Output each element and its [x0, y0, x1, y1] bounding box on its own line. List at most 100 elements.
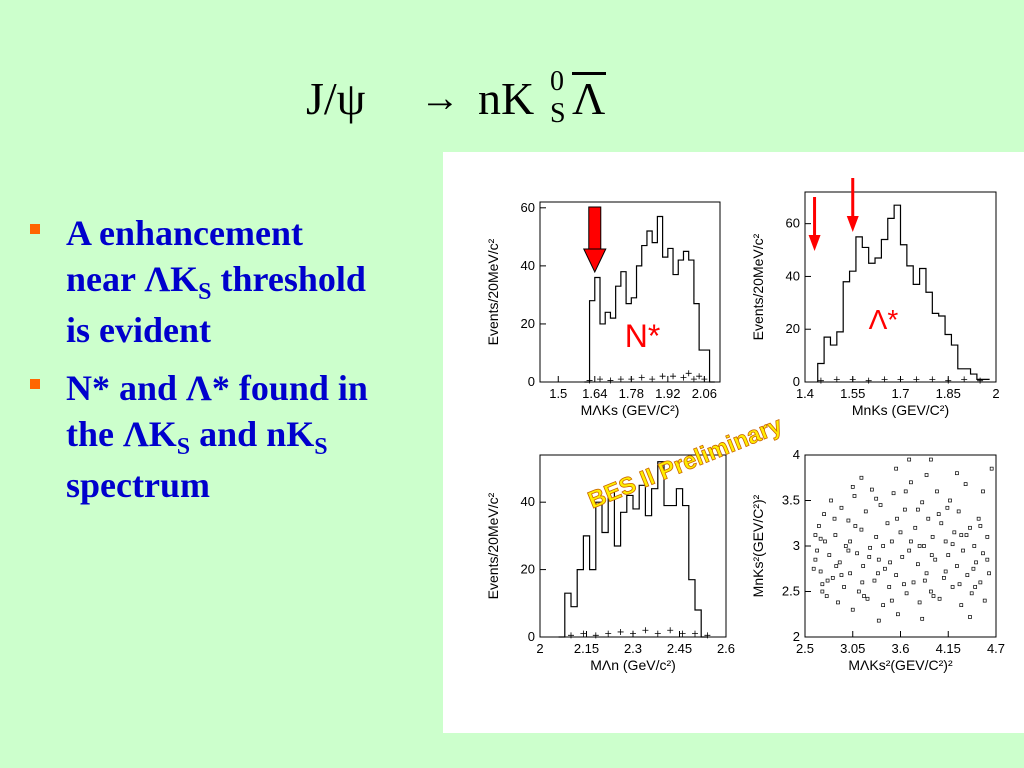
x-axis-label: MΛKs²(GEV/C²)²	[848, 657, 953, 673]
scatter-point	[836, 600, 840, 605]
scatter-point	[974, 560, 978, 565]
scatter-point	[963, 482, 968, 486]
scatter-point	[823, 539, 827, 544]
scatter-point	[837, 560, 842, 565]
scatter-point	[870, 487, 874, 492]
annotation-arrow-head	[808, 235, 821, 251]
scatter-point	[852, 494, 857, 498]
scatter-point	[907, 457, 912, 462]
background-point	[638, 374, 645, 381]
figure-panel: 1.5 1.64 1.78 1.92 2.06 0 20 40 60 MΛKs (GEV/C²) E…	[443, 152, 1024, 733]
scatter-point	[904, 591, 909, 596]
x-tick-label: 2	[536, 641, 543, 656]
x-tick-label: 1.78	[619, 386, 644, 401]
title-overbar	[572, 72, 606, 75]
scatter-point	[929, 589, 933, 594]
title-rhs-sup: 0	[550, 66, 564, 97]
scatter-point	[865, 596, 870, 601]
scatter-point	[903, 489, 908, 494]
scatter-point	[930, 535, 935, 539]
scatter-point	[900, 555, 905, 559]
scatter-point	[888, 560, 892, 565]
scatter-point	[955, 471, 959, 476]
scatter-point	[889, 598, 894, 603]
x-tick-label: 3.6	[891, 641, 909, 656]
scatter-point	[868, 545, 872, 550]
background-point	[568, 632, 574, 639]
x-tick-label: 2.45	[667, 641, 692, 656]
y-tick-label: 40	[521, 258, 535, 273]
scatter-point	[824, 594, 829, 598]
scatter-point	[924, 473, 929, 477]
scatter-point	[982, 598, 987, 603]
x-tick-label: 4.15	[936, 641, 961, 656]
background-point	[592, 632, 599, 639]
scatter-point	[876, 557, 881, 562]
scatter-point	[909, 480, 913, 485]
bullet-text: N* and Λ* found in	[66, 368, 368, 408]
x-tick-label: 2.15	[574, 641, 599, 656]
scatter-point	[822, 512, 826, 516]
background-point	[817, 377, 824, 384]
scatter-point	[830, 576, 835, 580]
chart-lambda-n: 2 2.15 2.3 2.45 2.6 0 20 40 MΛn (GeV/c²) Events/2…	[485, 454, 735, 673]
scatter-point	[950, 542, 955, 547]
scatter-point	[896, 612, 900, 617]
x-tick-label: 2.3	[624, 641, 642, 656]
scatter-point	[825, 578, 830, 583]
scatter-point	[855, 551, 859, 556]
scatter-point	[817, 524, 821, 528]
title-lhs: J/ψ	[306, 73, 366, 124]
scatter-point	[881, 603, 885, 607]
scatter-point	[978, 580, 983, 585]
bullet-text: threshold	[211, 259, 366, 299]
scatter-point	[907, 548, 912, 553]
y-tick-label: 60	[786, 216, 800, 231]
scatter-point	[862, 594, 866, 598]
scatter-point	[943, 539, 948, 544]
background-point	[659, 373, 666, 380]
scatter-point	[829, 498, 833, 503]
scatter-point	[843, 544, 848, 548]
scatter-point	[981, 551, 985, 556]
scatter-point	[895, 516, 899, 521]
annotation-arrow-head	[846, 216, 859, 232]
scatter-point	[971, 566, 976, 571]
y-tick-label: 0	[528, 629, 535, 644]
slide-title: J/ψ → nK 0 S Λ	[300, 60, 640, 140]
scatter-point	[881, 544, 885, 548]
scatter-point	[935, 489, 939, 494]
scatter-point	[959, 533, 964, 537]
background-point	[913, 376, 920, 383]
scatter-point	[920, 616, 925, 621]
background-point	[833, 376, 840, 383]
scatter-point	[853, 524, 858, 528]
scatter-point	[874, 496, 879, 501]
x-tick-label: 1.7	[891, 386, 909, 401]
scatter-point	[937, 596, 942, 601]
scatter-point	[827, 553, 832, 557]
x-tick-label: 1.55	[840, 386, 865, 401]
x-axis-label: MΛKs (GEV/C²)	[581, 402, 680, 418]
y-tick-label: 40	[521, 494, 535, 509]
y-tick-label: 2.5	[782, 584, 800, 599]
scatter-point	[813, 533, 818, 537]
chart-lambda-ks: 1.5 1.64 1.78 1.92 2.06 0 20 40 60 MΛKs (GEV/C²) E…	[485, 200, 721, 418]
scatter-point	[916, 562, 920, 567]
background-point	[690, 376, 697, 383]
background-point	[607, 377, 614, 384]
background-point	[649, 376, 656, 383]
scatter-point	[872, 578, 877, 583]
scatter-point	[850, 607, 855, 612]
scatter-point	[820, 582, 825, 587]
scatter-point	[943, 569, 948, 574]
y-tick-label: 3	[793, 538, 800, 553]
background-point	[605, 630, 612, 637]
x-axis-label: MnKs (GEV/C²)	[852, 402, 949, 418]
scatter-point	[973, 585, 978, 589]
scatter-point	[876, 571, 880, 576]
background-point	[881, 376, 888, 383]
histogram-series	[558, 461, 708, 638]
scatter-point	[878, 503, 883, 507]
